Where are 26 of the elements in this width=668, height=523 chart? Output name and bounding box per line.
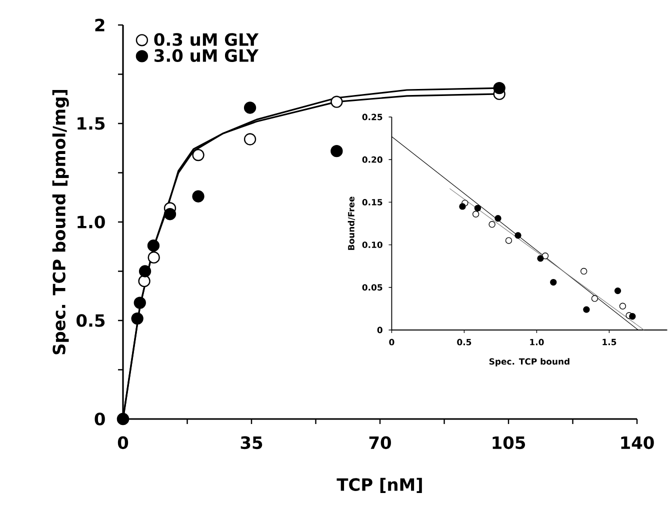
legend-label: 3.0 uM GLY bbox=[154, 49, 259, 62]
x-tick-label: 0.5 bbox=[457, 338, 472, 346]
x-tick-label: 0 bbox=[118, 436, 128, 450]
x-tick-label: 35 bbox=[240, 436, 262, 450]
y-axis-title: Spec. TCP bound [pmol/mg] bbox=[52, 90, 69, 354]
x-tick-label: 70 bbox=[369, 436, 391, 450]
y-tick-label: 0.15 bbox=[362, 199, 382, 206]
x-tick-label: 0 bbox=[389, 338, 394, 346]
legend-label: 0.3 uM GLY bbox=[154, 33, 259, 46]
y-tick-label: 0.10 bbox=[362, 242, 382, 248]
x-tick-label: 1.0 bbox=[530, 338, 544, 346]
y-tick-label: 0.5 bbox=[76, 314, 105, 327]
y-tick-label: 0.05 bbox=[362, 284, 382, 291]
y-tick-label: 1.5 bbox=[78, 117, 105, 130]
y-tick-label: 1.0 bbox=[78, 216, 105, 228]
y-tick-label: 0 bbox=[94, 412, 105, 426]
y-axis-title: Bound/Free bbox=[348, 196, 356, 250]
y-tick-label: 2 bbox=[95, 18, 104, 32]
x-axis-title: Spec. TCP bound bbox=[489, 358, 570, 366]
x-axis-title: TCP [nM] bbox=[336, 478, 422, 493]
x-tick-label: 140 bbox=[621, 436, 654, 450]
y-tick-label: 0.20 bbox=[362, 156, 382, 163]
y-tick-label: 0.25 bbox=[362, 114, 382, 120]
y-tick-label: 0 bbox=[377, 326, 382, 334]
x-tick-label: 1.5 bbox=[602, 338, 616, 346]
x-tick-label: 105 bbox=[492, 436, 526, 450]
